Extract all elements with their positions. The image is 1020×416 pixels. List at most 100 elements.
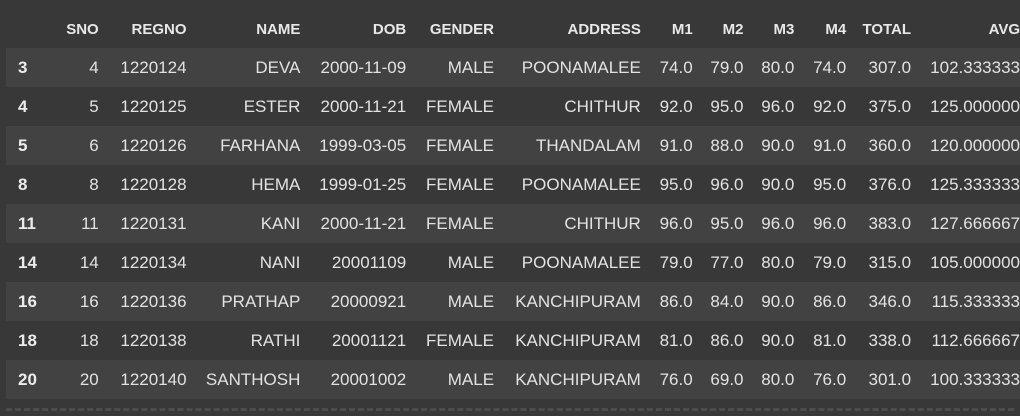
table-row: 3 4 1220124 DEVA 2000-11-09 MALE POONAMALEE 74.… bbox=[6, 48, 1020, 87]
cell-m2: 84.0 bbox=[710, 291, 744, 311]
cell-m3: 90.0 bbox=[761, 174, 795, 194]
cell-name: DEVA bbox=[255, 57, 301, 77]
cell-gender: MALE bbox=[447, 369, 495, 389]
cell-m4: 79.0 bbox=[813, 252, 847, 272]
cell-total: 360.0 bbox=[868, 135, 912, 155]
table-row: 11 11 1220131 KANI 2000-11-21 FEMALE CHITHUR 96… bbox=[6, 204, 1020, 243]
cell-m4: 74.0 bbox=[813, 57, 847, 77]
table-row: 8 8 1220128 HEMA 1999-01-25 FEMALE POONAMALEE 9… bbox=[6, 165, 1020, 204]
cell-total: 301.0 bbox=[868, 369, 912, 389]
cell-m3: 96.0 bbox=[761, 96, 795, 116]
cell-m3: 90.0 bbox=[761, 135, 795, 155]
cell-m2: 77.0 bbox=[710, 252, 744, 272]
cell-m1: 91.0 bbox=[659, 135, 693, 155]
cell-sno: 18 bbox=[79, 330, 99, 350]
cell-m3: 90.0 bbox=[761, 291, 795, 311]
cell-m4: 86.0 bbox=[813, 291, 847, 311]
cell-m3: 80.0 bbox=[761, 252, 795, 272]
table-row: 20 20 1220140 SANTHOSH 20001002 MALE KANCHIPUR… bbox=[6, 360, 1020, 399]
cell-gender: FEMALE bbox=[426, 330, 495, 350]
cell-m2: 79.0 bbox=[710, 57, 744, 77]
cell-sno: 6 bbox=[89, 135, 99, 155]
cell-gender: FEMALE bbox=[426, 174, 495, 194]
cell-dob: 20001109 bbox=[331, 252, 407, 272]
cell-avg: 125.333333 bbox=[930, 174, 1020, 194]
output-divider bbox=[6, 408, 1014, 411]
cell-regno: 1220136 bbox=[120, 291, 187, 311]
cell-gender: MALE bbox=[447, 291, 495, 311]
cell-avg: 120.000000 bbox=[930, 135, 1020, 155]
table-body: 3 4 1220124 DEVA 2000-11-09 MALE POONAMALEE 74.… bbox=[6, 48, 1020, 399]
cell-sno: 16 bbox=[79, 291, 99, 311]
cell-regno: 1220124 bbox=[120, 57, 187, 77]
table-row: 4 5 1220125 ESTER 2000-11-21 FEMALE CHITHUR 92.… bbox=[6, 87, 1020, 126]
cell-address: KANCHIPURAM bbox=[515, 291, 641, 311]
column-header-total: TOTAL bbox=[862, 20, 912, 38]
cell-address: POONAMALEE bbox=[521, 252, 641, 272]
cell-avg: 100.333333 bbox=[930, 369, 1020, 389]
cell-m2: 96.0 bbox=[710, 174, 744, 194]
cell-total: 346.0 bbox=[868, 291, 912, 311]
cell-dob: 2000-11-09 bbox=[320, 57, 407, 77]
cell-name: HEMA bbox=[251, 174, 301, 194]
cell-regno: 1220138 bbox=[120, 330, 187, 350]
cell-regno: 1220125 bbox=[120, 96, 187, 116]
cell-regno: 1220131 bbox=[120, 213, 187, 233]
cell-m2: 69.0 bbox=[710, 369, 744, 389]
cell-name: PRATHAP bbox=[221, 291, 301, 311]
cell-name: KANI bbox=[260, 213, 301, 233]
cell-m1: 96.0 bbox=[659, 213, 693, 233]
cell-avg: 105.000000 bbox=[930, 252, 1020, 272]
table-row: 16 16 1220136 PRATHAP 20000921 MALE KANCHIPURA… bbox=[6, 282, 1020, 321]
cell-sno: 5 bbox=[89, 96, 99, 116]
cell-name: FARHANA bbox=[220, 135, 301, 155]
cell-m2: 88.0 bbox=[710, 135, 744, 155]
cell-avg: 125.000000 bbox=[930, 96, 1020, 116]
cell-m1: 79.0 bbox=[659, 252, 693, 272]
cell-address: THANDALAM bbox=[535, 135, 641, 155]
cell-total: 383.0 bbox=[868, 213, 912, 233]
cell-address: CHITHUR bbox=[564, 213, 641, 233]
row-index: 11 bbox=[18, 213, 36, 233]
row-index: 4 bbox=[18, 96, 28, 116]
cell-m2: 86.0 bbox=[710, 330, 744, 350]
cell-total: 307.0 bbox=[868, 57, 912, 77]
cell-m3: 96.0 bbox=[761, 213, 795, 233]
cell-name: SANTHOSH bbox=[205, 369, 301, 389]
cell-address: POONAMALEE bbox=[521, 174, 641, 194]
cell-regno: 1220128 bbox=[120, 174, 187, 194]
column-header-address: ADDRESS bbox=[567, 20, 641, 38]
cell-gender: FEMALE bbox=[426, 96, 495, 116]
cell-avg: 127.666667 bbox=[930, 213, 1020, 233]
cell-m3: 90.0 bbox=[761, 330, 795, 350]
cell-dob: 20001002 bbox=[330, 369, 407, 389]
row-index: 16 bbox=[18, 291, 37, 311]
header-row: SNO REGNO NAME DOB GENDER ADDRESS M1 M2 … bbox=[6, 10, 1020, 48]
row-index: 14 bbox=[18, 252, 37, 272]
row-index: 3 bbox=[18, 57, 28, 77]
cell-dob: 2000-11-21 bbox=[320, 96, 407, 116]
cell-address: POONAMALEE bbox=[521, 57, 641, 77]
cell-m4: 76.0 bbox=[813, 369, 847, 389]
cell-m4: 95.0 bbox=[813, 174, 847, 194]
cell-m1: 95.0 bbox=[659, 174, 693, 194]
column-header-regno: REGNO bbox=[131, 20, 187, 38]
cell-m4: 92.0 bbox=[813, 96, 847, 116]
cell-avg: 115.333333 bbox=[931, 291, 1020, 311]
cell-avg: 112.666667 bbox=[931, 330, 1020, 350]
cell-sno: 11 bbox=[81, 213, 99, 233]
cell-gender: FEMALE bbox=[426, 135, 495, 155]
cell-gender: MALE bbox=[447, 57, 495, 77]
cell-dob: 20001121 bbox=[331, 330, 407, 350]
cell-m1: 74.0 bbox=[659, 57, 693, 77]
column-header-m4: M4 bbox=[825, 20, 847, 38]
cell-dob: 1999-01-25 bbox=[319, 174, 407, 194]
row-index: 20 bbox=[18, 369, 37, 389]
cell-gender: FEMALE bbox=[426, 213, 495, 233]
cell-sno: 8 bbox=[89, 174, 99, 194]
cell-name: RATHI bbox=[250, 330, 301, 350]
cell-address: KANCHIPURAM bbox=[515, 369, 641, 389]
row-index: 8 bbox=[18, 174, 28, 194]
cell-m1: 86.0 bbox=[659, 291, 693, 311]
